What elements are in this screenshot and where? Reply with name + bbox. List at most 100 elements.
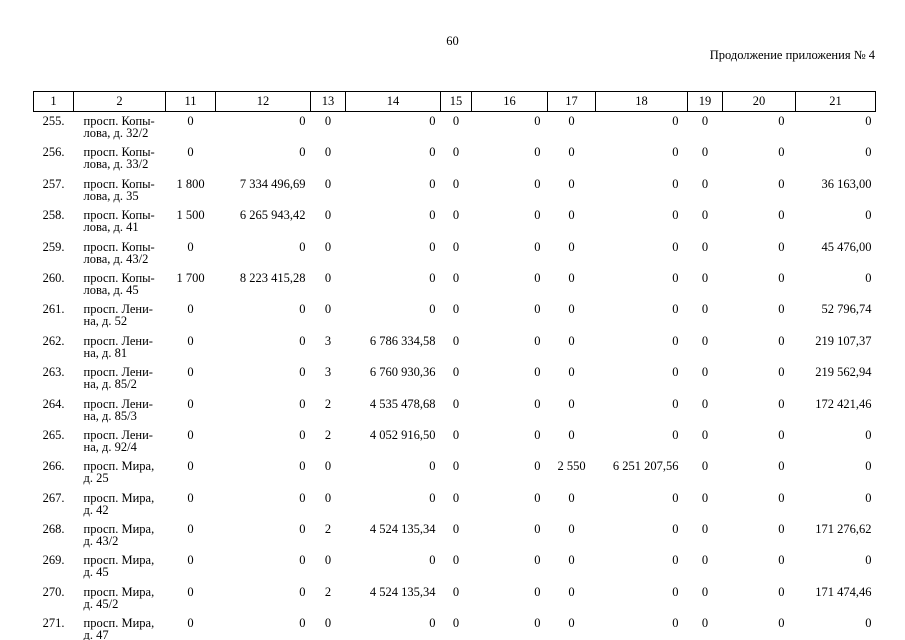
value-cell: 0 [672,396,679,411]
value-cell: 0 [299,490,306,505]
value-cell: 0 [452,365,460,380]
address-cell: просп. Мира, д. 47 [83,616,155,640]
value-cell: 0 [701,176,709,191]
value-cell: 0 [865,553,872,568]
appendix-continuation-note: Продолжение приложения № 4 [709,48,875,62]
table-row: 270. просп. Мира, д. 45/2 0 0 2 4 524 135,34 0… [34,583,876,614]
value-cell: 0 [778,553,785,568]
value-cell: 0 [534,396,541,411]
value-cell: 4 052 916,50 [369,427,436,442]
value-cell: 0 [534,522,541,537]
value-cell: 0 [534,333,541,348]
value-cell: 0 [778,145,785,160]
value-cell: 2 [324,522,332,537]
value-cell: 0 [534,365,541,380]
table-row: 264. просп. Лени- на, д. 85/3 0 0 2 4 535 478… [34,395,876,426]
value-cell: 0 [568,396,575,411]
value-cell: 4 524 135,34 [369,584,436,599]
table-row: 271. просп. Мира, д. 47 0 0 0 0 0 0 0 0 0 0 0 [34,614,876,640]
table-row: 267. просп. Мира, д. 42 0 0 0 0 0 0 0 0 0 0 0 [34,489,876,520]
value-cell: 0 [778,270,785,285]
address-cell: просп. Мира, д. 45 [83,553,155,580]
value-cell: 0 [452,396,460,411]
value-cell: 0 [452,270,460,285]
table-row: 258. просп. Копы- лова, д. 41 1 500 6 265 9… [34,206,876,237]
value-cell: 0 [429,459,436,474]
value-cell: 0 [568,239,575,254]
value-cell: 6 786 334,58 [369,333,436,348]
value-cell: 36 163,00 [821,176,872,191]
value-cell: 0 [187,302,194,317]
value-cell: 0 [452,427,460,442]
value-cell: 0 [452,553,460,568]
row-number-cell: 264. [42,396,65,411]
value-cell: 0 [701,427,709,442]
value-cell: 0 [672,114,679,128]
value-cell: 0 [299,239,306,254]
column-header: 19 [687,91,723,112]
value-cell: 0 [672,302,679,317]
value-cell: 6 251 207,56 [612,459,679,474]
row-number-cell: 268. [42,522,65,537]
value-cell: 8 223 415,28 [239,270,306,285]
value-cell: 0 [778,333,785,348]
value-cell: 0 [299,114,306,128]
page-number: 60 [446,34,459,48]
value-cell: 3 [324,365,332,380]
value-cell: 0 [568,208,575,223]
value-cell: 0 [187,459,194,474]
row-number-cell: 262. [42,333,65,348]
value-cell: 0 [534,176,541,191]
value-cell: 0 [534,239,541,254]
address-cell: просп. Копы- лова, д. 43/2 [83,239,155,266]
value-cell: 0 [187,522,194,537]
value-cell: 0 [568,522,575,537]
value-cell: 0 [299,553,306,568]
value-cell: 0 [429,176,436,191]
value-cell: 0 [778,427,785,442]
value-cell: 0 [534,145,541,160]
address-cell: просп. Лени- на, д. 85/2 [83,365,153,392]
value-cell: 0 [672,490,679,505]
value-cell: 0 [778,208,785,223]
address-cell: просп. Лени- на, д. 52 [83,302,153,329]
value-cell: 0 [324,616,332,631]
column-header: 20 [722,91,796,112]
value-cell: 0 [701,365,709,380]
value-cell: 0 [778,584,785,599]
value-cell: 0 [568,333,575,348]
row-number-cell: 261. [42,302,65,317]
value-cell: 0 [324,114,332,128]
value-cell: 171 474,46 [815,584,872,599]
value-cell: 2 [324,396,332,411]
value-cell: 0 [324,208,332,223]
table-row: 259. просп. Копы- лова, д. 43/2 0 0 0 0 0 0 0 0 0 0… [34,238,876,269]
column-header: 11 [165,91,216,112]
value-cell: 219 562,94 [815,365,872,380]
row-number-cell: 266. [42,459,65,474]
value-cell: 0 [429,490,436,505]
table-row: 255. просп. Копы- лова, д. 32/2 0 0 0 0 0 0 0 0 0 0… [34,112,876,144]
value-cell: 0 [452,490,460,505]
value-cell: 0 [534,459,541,474]
value-cell: 0 [429,553,436,568]
value-cell: 45 476,00 [821,239,872,254]
value-cell: 0 [534,270,541,285]
value-cell: 0 [701,584,709,599]
value-cell: 0 [187,427,194,442]
value-cell: 0 [534,490,541,505]
value-cell: 2 [324,427,332,442]
value-cell: 0 [865,270,872,285]
value-cell: 4 524 135,34 [369,522,436,537]
value-cell: 0 [568,490,575,505]
value-cell: 0 [429,302,436,317]
value-cell: 0 [778,365,785,380]
value-cell: 0 [452,459,460,474]
value-cell: 0 [701,522,709,537]
value-cell: 7 334 496,69 [239,176,306,191]
value-cell: 0 [452,208,460,223]
value-cell: 0 [299,333,306,348]
table-row: 256. просп. Копы- лова, д. 33/2 0 0 0 0 0 0 0 0 0 0… [34,143,876,174]
value-cell: 0 [568,270,575,285]
